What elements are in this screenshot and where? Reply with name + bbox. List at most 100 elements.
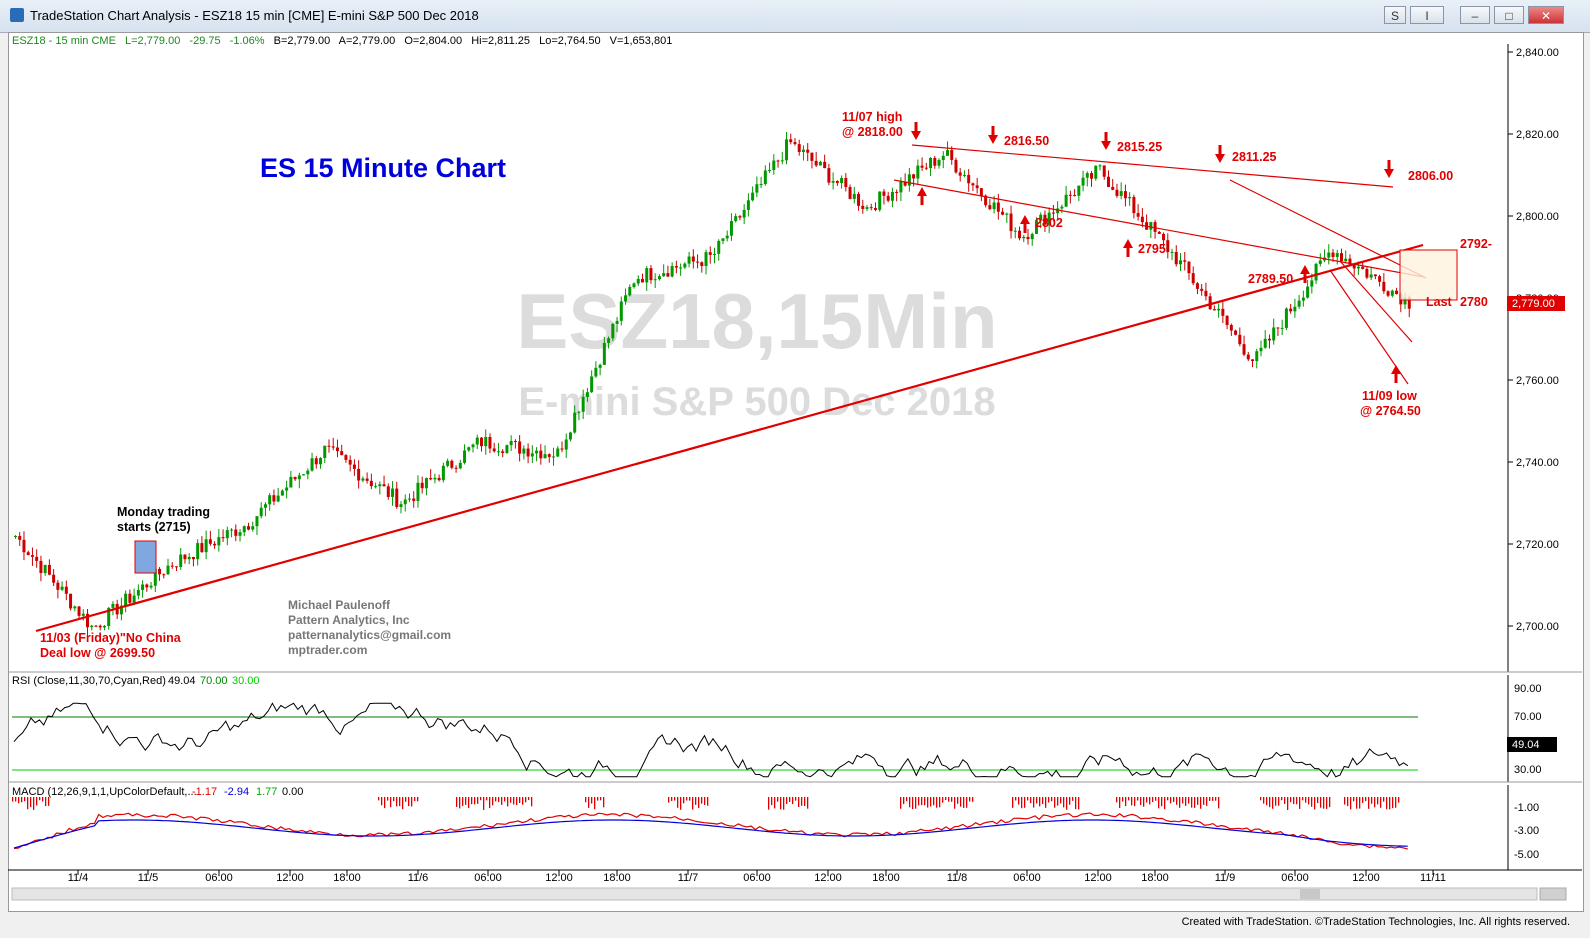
candle-body [1081,177,1085,186]
macd-bar [1269,797,1271,808]
macd-bar [1299,797,1301,809]
candle-body [827,168,831,183]
candle-body [14,535,17,537]
candle-body [166,565,170,575]
macd-line [13,819,1408,849]
macd-bar [18,797,20,804]
candle-body [751,192,755,201]
candle-body [251,526,255,530]
candle-body [69,593,73,609]
annotations: 11/07 high @ 2818.00 2816.50 2815.25 281… [40,110,1492,660]
price-tick: 2,800.00 [1516,211,1559,223]
candle-body [403,499,407,505]
candle-body [289,476,293,488]
minimize-button[interactable]: – [1460,6,1490,24]
candle-body [903,181,907,186]
time-tick: 18:00 [333,872,361,884]
macd-bar [939,797,941,808]
candle-body [323,445,327,458]
candle-body [742,209,746,218]
chart-window[interactable] [8,32,1584,912]
time-tick: 12:00 [1352,872,1380,884]
candle-body [1090,173,1094,179]
macd-bar [1350,797,1352,810]
macd-bar [1149,797,1151,805]
macd-bar [378,797,380,801]
horizontal-scrollbar[interactable] [11,887,1538,901]
macd-bar [1212,797,1214,801]
macd-bar [780,797,782,810]
macd-v1: -1.17 [192,786,217,798]
candle-body [1111,186,1115,190]
time-tick: 11/5 [138,872,159,884]
candle-body [149,585,153,588]
macd-bar [972,797,974,802]
macd-histogram [12,797,1400,810]
candle-body [293,476,297,480]
candle-body [1327,252,1331,258]
scroll-right-button[interactable] [1539,887,1567,901]
candle-body [1200,288,1204,291]
macd-bar [1344,797,1346,805]
macd-bar [1362,797,1364,803]
time-tick: 18:00 [1141,872,1169,884]
candle-body [35,556,39,561]
macd-label: MACD (12,26,9,1,1,UpColorDefault,... [12,786,197,798]
candle-body [979,188,983,196]
candle-body [204,539,208,553]
macd-bar [507,797,509,807]
maximize-button[interactable]: □ [1494,6,1524,24]
macd-bar [1347,797,1349,806]
macd-bar [1290,797,1292,803]
macd-bar [1383,797,1385,802]
target-zone [1399,249,1458,301]
candle-body [1174,251,1178,265]
candle-body [857,193,861,206]
candle-body [221,537,225,539]
candle-body [823,161,827,169]
scrollbar-thumb[interactable] [1300,889,1320,899]
candle-body [52,574,56,583]
candle-body [1123,191,1127,199]
candle-body [319,457,323,465]
macd-bar [36,797,38,806]
candle-body [437,477,441,481]
macd-bar [906,797,908,802]
macd-bar [1134,797,1136,807]
candle-body [348,459,352,465]
macd-bar [960,797,962,807]
macd-bar [1137,797,1139,801]
close-button[interactable]: ✕ [1528,6,1564,24]
macd-v3: 1.77 [256,786,277,798]
macd-bar [519,797,521,804]
macd-bar [921,797,923,806]
candle-body [1310,280,1314,287]
macd-bar [1377,797,1379,805]
macd-bar [396,797,398,807]
symbol-link-button[interactable]: S [1384,6,1406,24]
macd-bar [21,797,23,803]
macd-bar [1051,797,1053,802]
candle-body [213,543,217,546]
macd-bar [513,797,515,805]
indicator-button[interactable]: I [1410,6,1444,24]
author-block: Michael Paulenoff Pattern Analytics, Inc… [288,598,451,657]
macd-bar [456,797,458,807]
candle-body [132,595,136,603]
candle-body [988,205,992,210]
macd-bar [692,797,694,810]
candle-body [1373,274,1377,277]
macd-bar [1374,797,1376,808]
time-tick: 11/9 [1215,872,1236,884]
candle-body [984,195,988,206]
candle-body [937,159,941,166]
candle-body [717,240,721,254]
time-tick: 11/4 [68,872,89,884]
candle-body [1098,165,1102,167]
macd-bar [1359,797,1361,809]
candle-body [255,516,259,527]
candle-body [1030,233,1034,240]
candle-body [844,178,848,188]
candle-body [467,447,471,451]
